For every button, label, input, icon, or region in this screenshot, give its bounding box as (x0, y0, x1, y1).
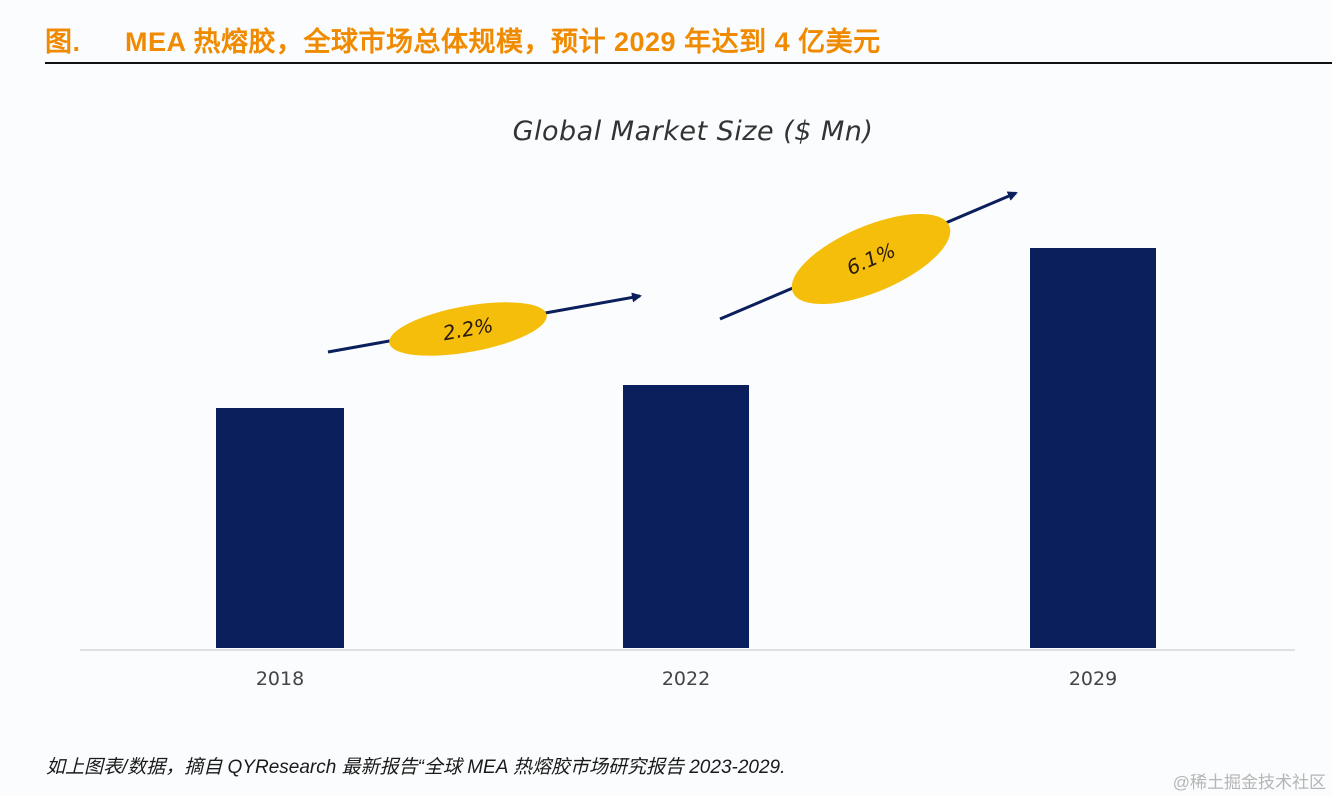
title-divider (45, 62, 1332, 64)
cagr-badge-1 (389, 302, 547, 356)
source-caption: 如上图表/数据，摘自 QYResearch 最新报告“全球 MEA 热熔胶市场研… (46, 757, 786, 778)
figure-prefix: 图. (45, 27, 81, 57)
cagr-badge-2 (791, 213, 951, 305)
x-tick-label-2029: 2029 (1069, 668, 1117, 690)
x-tick-label-2022: 2022 (662, 668, 710, 690)
x-tick-label-2018: 2018 (256, 668, 304, 690)
chart-title: Global Market Size ($ Mn) (512, 116, 874, 147)
figure-title-text: MEA 热熔胶，全球市场总体规模，预计 2029 年达到 4 亿美元 (125, 27, 881, 57)
bar-2022 (623, 385, 749, 648)
figure-title: 图. MEA 热熔胶，全球市场总体规模，预计 2029 年达到 4 亿美元 (45, 20, 881, 59)
watermark: @稀土掘金技术社区 (1172, 773, 1326, 792)
bar-2018 (216, 408, 344, 648)
bar-2029 (1030, 248, 1156, 648)
